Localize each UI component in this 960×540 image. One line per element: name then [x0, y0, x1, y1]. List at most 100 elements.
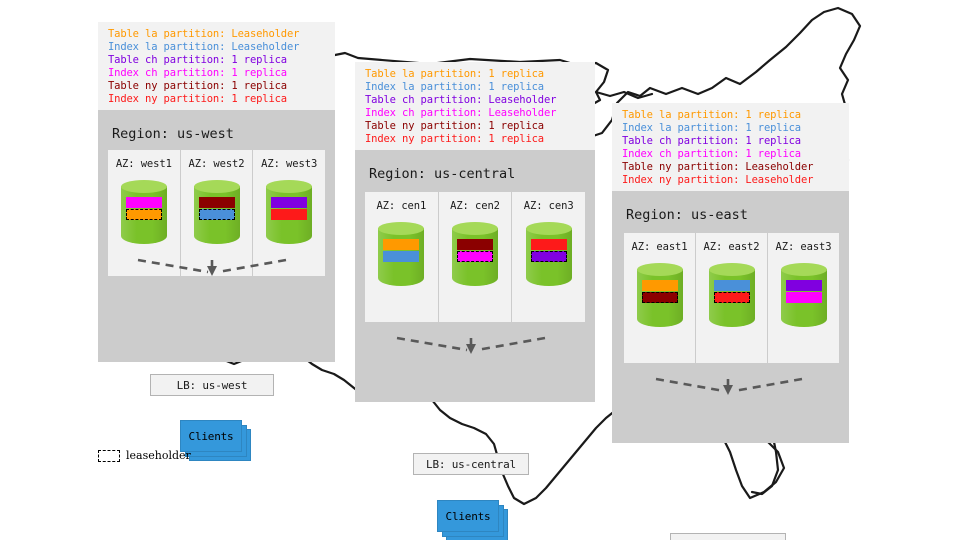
info-line: Index la partition: 1 replica	[365, 81, 544, 94]
region-panel-us-east: Region: us-east AZ: east1 AZ: east2	[612, 191, 849, 540]
info-line: Table la partition: 1 replica	[365, 68, 544, 80]
lb-label: LB: us-east	[693, 538, 764, 540]
cylinder-top	[193, 180, 240, 193]
clients-label: Clients	[445, 509, 491, 523]
partition-chip-table-ny	[198, 197, 235, 208]
partition-chip-table-ch	[271, 197, 308, 208]
partition-chip-index-la	[713, 280, 750, 291]
cylinder-top	[708, 263, 755, 276]
az-cell-west2[interactable]: AZ: west2	[181, 150, 254, 276]
partition-chip-index-ny	[271, 209, 308, 220]
partition-chip-table-ch-leaseholder	[530, 251, 567, 262]
partition-chips	[785, 280, 822, 303]
info-line: Index la partition: 1 replica	[622, 122, 801, 135]
database-cylinder[interactable]	[452, 222, 498, 292]
partition-chip-index-ch	[785, 292, 822, 303]
info-line: Index ch partition: Leaseholder	[365, 107, 557, 120]
partition-chip-index-la	[383, 251, 420, 262]
az-label: AZ: west2	[188, 158, 245, 170]
link-east1-lb	[655, 377, 725, 393]
info-line: Table ch partition: Leaseholder	[365, 94, 557, 107]
database-cylinder[interactable]	[193, 180, 240, 250]
link-cen3-lb	[476, 336, 546, 352]
clients-sheet-front[interactable]: Clients	[437, 500, 499, 532]
info-box-us-central: Table la partition: 1 replica Index la p…	[355, 62, 595, 154]
region-title: Region: us-central	[369, 166, 516, 182]
info-line: Table ny partition: 1 replica	[365, 120, 544, 133]
partition-chip-index-la-leaseholder	[198, 209, 235, 220]
info-line: Index la partition: Leaseholder	[108, 41, 300, 54]
load-balancer-us-east[interactable]: LB: us-east	[670, 533, 786, 540]
clients-label: Clients	[188, 429, 234, 443]
partition-chip-index-ch	[125, 197, 162, 208]
cylinder-top	[636, 263, 683, 276]
info-line: Table ny partition: Leaseholder	[622, 161, 814, 174]
database-cylinder[interactable]	[266, 180, 313, 250]
partition-chips	[125, 197, 162, 220]
az-label: AZ: east1	[631, 241, 688, 253]
legend-leaseholder: leaseholder	[98, 449, 191, 462]
database-cylinder[interactable]	[636, 263, 683, 333]
load-balancer-us-central[interactable]: LB: us-central	[413, 453, 529, 475]
az-label: AZ: east2	[703, 241, 760, 253]
info-box-us-west: Table la partition: Leaseholder Index la…	[98, 22, 335, 114]
az-cell-cen1[interactable]: AZ: cen1	[365, 192, 439, 322]
partition-chips	[641, 280, 678, 303]
partition-chip-table-la-leaseholder	[125, 209, 162, 220]
az-cell-cen3[interactable]: AZ: cen3	[512, 192, 585, 322]
info-line: Index ny partition: 1 replica	[365, 133, 544, 146]
info-line: Index ch partition: 1 replica	[622, 148, 801, 161]
az-cell-west3[interactable]: AZ: west3	[253, 150, 325, 276]
partition-chip-index-ny	[530, 239, 567, 250]
legend-label: leaseholder	[126, 449, 191, 462]
lb-label: LB: us-central	[426, 457, 516, 471]
database-cylinder[interactable]	[525, 222, 572, 292]
partition-chip-table-ny	[457, 239, 493, 250]
az-strip-us-east: AZ: east1 AZ: east2	[624, 233, 839, 363]
clients-stack-us-central[interactable]: Clients	[437, 500, 509, 540]
az-label: AZ: cen2	[450, 200, 500, 212]
az-cell-west1[interactable]: AZ: west1	[108, 150, 181, 276]
az-label: AZ: west3	[261, 158, 318, 170]
info-line: Table la partition: Leaseholder	[108, 28, 300, 40]
az-label: AZ: cen3	[523, 200, 574, 212]
cylinder-top	[525, 222, 572, 235]
partition-chip-index-ny-leaseholder	[713, 292, 750, 303]
az-cell-east3[interactable]: AZ: east3	[768, 233, 839, 363]
partition-chip-table-la	[383, 239, 420, 250]
az-strip-us-west: AZ: west1 AZ: west2	[108, 150, 325, 276]
database-cylinder[interactable]	[378, 222, 425, 292]
link-east3-lb	[733, 377, 803, 393]
az-cell-east1[interactable]: AZ: east1	[624, 233, 696, 363]
dashed-rectangle-icon	[98, 449, 120, 462]
clients-stack-us-west[interactable]: Clients	[180, 420, 252, 462]
partition-chip-index-ch-leaseholder	[457, 251, 493, 262]
region-title: Region: us-east	[626, 207, 748, 223]
az-cell-cen2[interactable]: AZ: cen2	[439, 192, 513, 322]
info-line: Table ch partition: 1 replica	[108, 54, 287, 67]
az-label: AZ: cen1	[376, 200, 427, 212]
great-lakes-notch	[594, 90, 654, 100]
info-line: Table ny partition: 1 replica	[108, 80, 287, 93]
info-line: Table la partition: 1 replica	[622, 109, 801, 121]
region-title: Region: us-west	[112, 126, 234, 142]
partition-chip-table-ny-leaseholder	[641, 292, 678, 303]
partition-chip-table-la	[641, 280, 678, 291]
partition-chips	[713, 280, 750, 303]
region-panel-us-west: Region: us-west AZ: west1 AZ: west2	[98, 110, 335, 461]
region-panel-us-central: Region: us-central AZ: cen1 AZ: cen2	[355, 150, 595, 540]
arrowhead-lb	[466, 344, 476, 354]
partition-chips	[457, 239, 493, 262]
clients-sheet-front[interactable]: Clients	[180, 420, 242, 452]
az-strip-us-central: AZ: cen1 AZ: cen2	[365, 192, 585, 322]
info-line: Index ny partition: Leaseholder	[622, 174, 814, 187]
database-cylinder[interactable]	[708, 263, 755, 333]
az-cell-east2[interactable]: AZ: east2	[696, 233, 768, 363]
database-cylinder[interactable]	[120, 180, 167, 250]
az-label: AZ: west1	[115, 158, 172, 170]
load-balancer-us-west[interactable]: LB: us-west	[150, 374, 274, 396]
az-label: AZ: east3	[775, 241, 832, 253]
database-cylinder[interactable]	[780, 263, 827, 333]
info-line: Index ny partition: 1 replica	[108, 93, 287, 106]
